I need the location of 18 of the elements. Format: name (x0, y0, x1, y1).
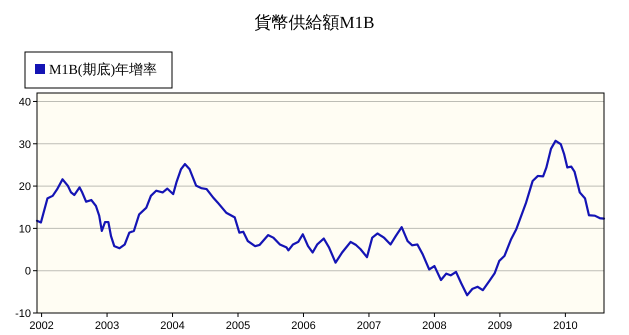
x-tick-label: 2002 (29, 320, 54, 332)
x-tick-label: 2004 (160, 320, 185, 332)
x-tick-label: 2006 (291, 320, 316, 332)
x-tick-label: 2010 (553, 320, 578, 332)
chart-title: 貨幣供給額M1B (254, 13, 374, 32)
y-tick-label: 20 (18, 181, 31, 194)
x-tick-label: 2005 (226, 320, 250, 332)
y-tick-label: 30 (18, 138, 31, 151)
line-series (36, 140, 606, 296)
x-tick-label: 2009 (488, 320, 512, 332)
x-tick-label: 2007 (356, 320, 382, 332)
y-tick-label: 0 (24, 266, 31, 278)
x-tick-label: 2003 (94, 320, 120, 332)
x-tick-label: 2008 (422, 320, 447, 332)
y-tick-label: 40 (18, 96, 31, 108)
y-tick-label: -10 (15, 308, 31, 320)
legend-label: M1B(期底)年增率 (49, 62, 158, 78)
y-tick-label: 10 (18, 223, 31, 236)
